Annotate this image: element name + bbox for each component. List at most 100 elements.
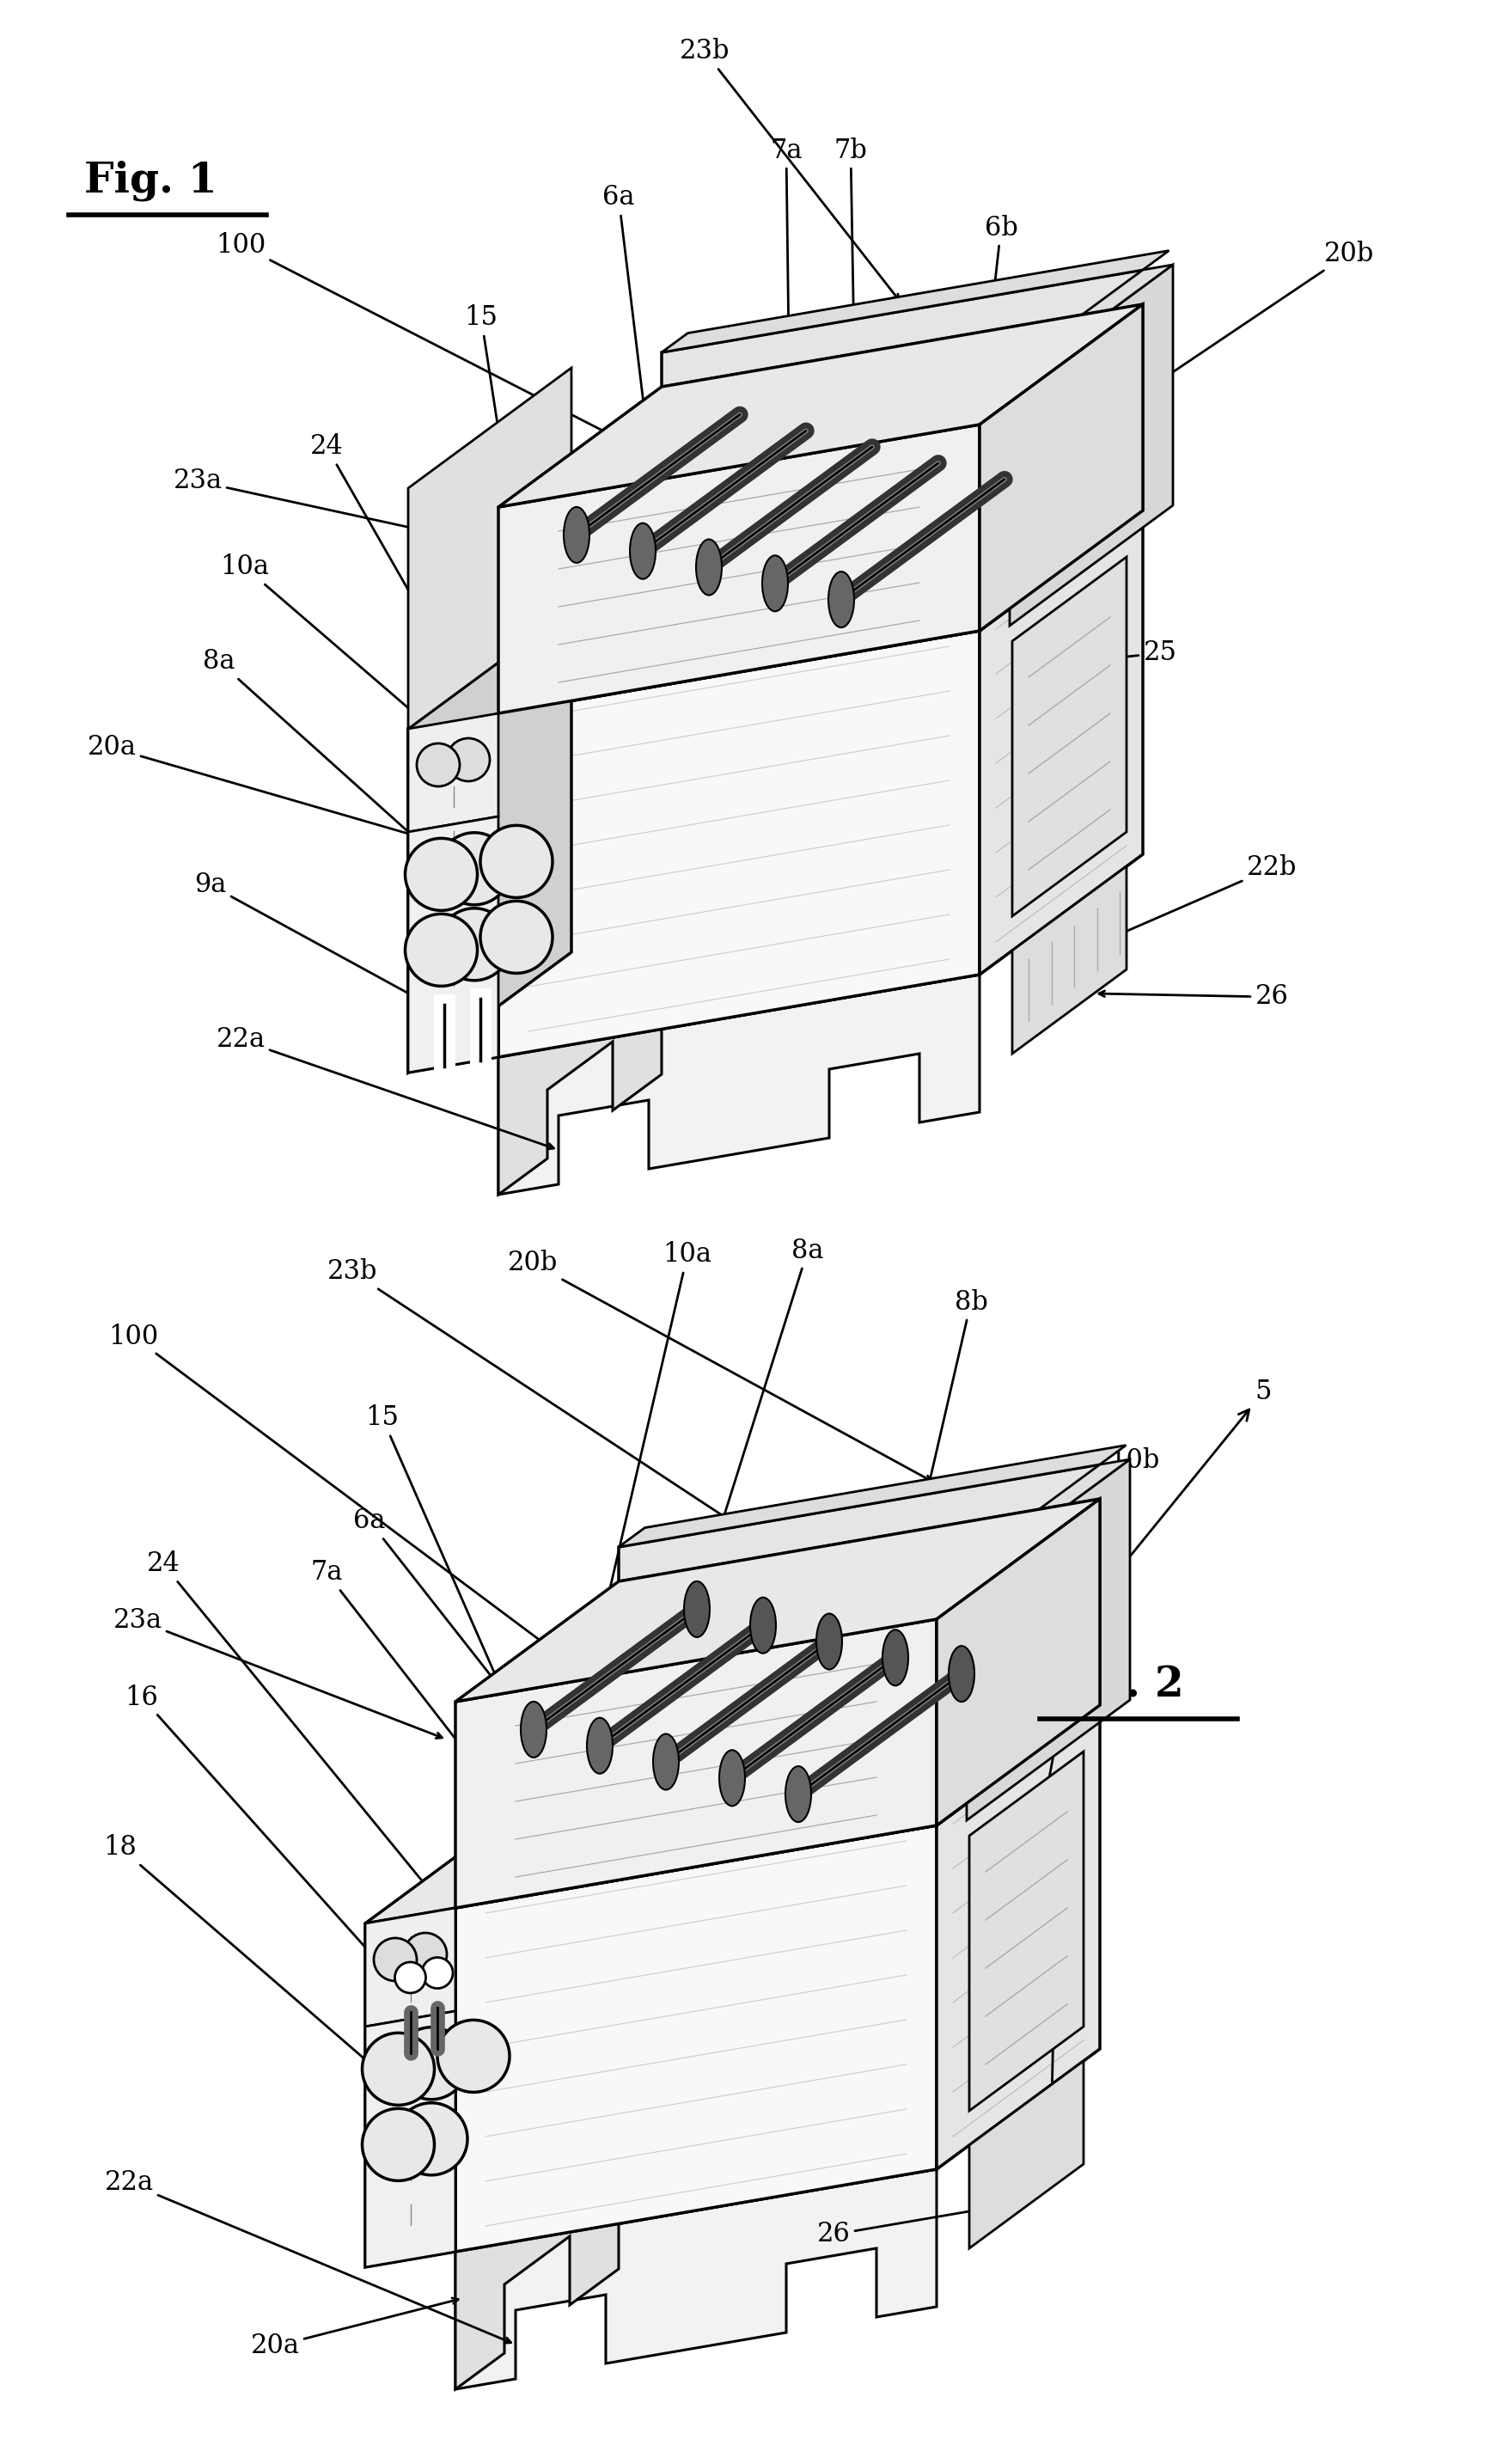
Text: 10a: 10a xyxy=(575,1242,712,1732)
Polygon shape xyxy=(498,936,662,1195)
Polygon shape xyxy=(618,1464,1100,1786)
Text: 26: 26 xyxy=(1100,983,1289,1010)
Text: 25: 25 xyxy=(1083,641,1177,665)
Circle shape xyxy=(395,2028,468,2099)
Polygon shape xyxy=(456,2168,937,2390)
Polygon shape xyxy=(970,2060,1083,2247)
Text: 5: 5 xyxy=(1050,1380,1271,1656)
Polygon shape xyxy=(498,631,979,1057)
Circle shape xyxy=(438,2020,510,2092)
Polygon shape xyxy=(662,303,1143,594)
Text: 8b: 8b xyxy=(895,1289,988,1621)
Text: Fig. 1: Fig. 1 xyxy=(83,160,218,202)
Circle shape xyxy=(438,909,511,981)
Polygon shape xyxy=(456,1705,1100,1907)
Text: 24: 24 xyxy=(146,1550,453,1917)
Circle shape xyxy=(395,2102,468,2176)
Polygon shape xyxy=(1010,264,1173,626)
Ellipse shape xyxy=(949,1646,974,1703)
Polygon shape xyxy=(967,1459,1129,1821)
Ellipse shape xyxy=(785,1767,811,1821)
Text: 6b: 6b xyxy=(970,214,1018,485)
Text: 22a: 22a xyxy=(216,1027,554,1148)
Text: 10a: 10a xyxy=(221,554,465,756)
Text: 23a: 23a xyxy=(113,1607,443,1737)
Circle shape xyxy=(480,902,553,973)
Polygon shape xyxy=(408,594,662,729)
Polygon shape xyxy=(408,816,498,1072)
Text: 7a: 7a xyxy=(770,138,802,476)
Polygon shape xyxy=(456,1498,1100,1703)
Circle shape xyxy=(480,825,553,897)
Polygon shape xyxy=(662,271,1143,594)
Text: 8a: 8a xyxy=(203,648,450,870)
Circle shape xyxy=(374,1939,417,1981)
Polygon shape xyxy=(979,510,1143,976)
Text: 100: 100 xyxy=(109,1323,605,1688)
Polygon shape xyxy=(498,424,979,715)
Circle shape xyxy=(438,833,511,904)
Text: 20b: 20b xyxy=(508,1249,931,1481)
Circle shape xyxy=(417,744,460,786)
Polygon shape xyxy=(456,2131,618,2390)
Text: 8a: 8a xyxy=(666,1237,824,1695)
Polygon shape xyxy=(456,1826,937,2252)
Text: 6a: 6a xyxy=(353,1508,596,1811)
Ellipse shape xyxy=(587,1717,612,1774)
Circle shape xyxy=(362,2033,435,2104)
Polygon shape xyxy=(979,264,1173,389)
Text: 22a: 22a xyxy=(104,2171,511,2343)
Polygon shape xyxy=(365,1907,456,2267)
Text: 7a: 7a xyxy=(310,1560,530,1836)
Polygon shape xyxy=(408,715,498,1072)
Text: 18: 18 xyxy=(104,1836,426,2112)
Polygon shape xyxy=(456,1619,937,1907)
Circle shape xyxy=(447,739,490,781)
Polygon shape xyxy=(937,1498,1100,1826)
Polygon shape xyxy=(1012,557,1126,917)
Text: 23b: 23b xyxy=(328,1259,735,1523)
Polygon shape xyxy=(618,1498,1100,1786)
Text: 15: 15 xyxy=(1083,476,1168,503)
Text: 100: 100 xyxy=(216,232,706,483)
Ellipse shape xyxy=(630,522,656,579)
Polygon shape xyxy=(408,715,498,833)
Ellipse shape xyxy=(696,540,721,596)
Text: 23b: 23b xyxy=(679,39,898,301)
Text: 9a: 9a xyxy=(195,872,475,1030)
Text: 6a: 6a xyxy=(602,185,660,527)
Polygon shape xyxy=(498,510,1143,715)
Text: Fig. 2: Fig. 2 xyxy=(1050,1663,1183,1705)
Polygon shape xyxy=(1012,867,1126,1055)
Circle shape xyxy=(395,1961,426,1993)
Polygon shape xyxy=(365,1907,456,2025)
Text: 24: 24 xyxy=(310,434,496,744)
Text: 23a: 23a xyxy=(173,468,484,545)
Ellipse shape xyxy=(563,508,590,562)
Ellipse shape xyxy=(763,554,788,611)
Polygon shape xyxy=(937,1459,1129,1584)
Polygon shape xyxy=(662,251,1170,352)
Polygon shape xyxy=(937,1705,1100,2168)
Polygon shape xyxy=(498,855,1143,1057)
Circle shape xyxy=(405,914,477,986)
Polygon shape xyxy=(408,367,572,729)
Polygon shape xyxy=(498,303,1143,508)
Ellipse shape xyxy=(720,1749,745,1806)
Ellipse shape xyxy=(684,1582,709,1636)
Polygon shape xyxy=(456,2050,1100,2252)
Ellipse shape xyxy=(749,1597,776,1653)
Text: 7b: 7b xyxy=(834,138,867,490)
Text: 15: 15 xyxy=(365,1404,544,1784)
Polygon shape xyxy=(365,1786,618,1924)
Text: 16: 16 xyxy=(125,1683,434,2023)
Circle shape xyxy=(422,1956,453,1988)
Polygon shape xyxy=(979,303,1143,631)
Ellipse shape xyxy=(882,1629,909,1685)
Polygon shape xyxy=(408,609,572,1072)
Circle shape xyxy=(362,2109,435,2181)
Text: 20b: 20b xyxy=(1112,239,1374,414)
Text: 15: 15 xyxy=(912,1594,1030,1668)
Text: 26: 26 xyxy=(817,2200,1030,2247)
Text: 20a: 20a xyxy=(88,734,469,853)
